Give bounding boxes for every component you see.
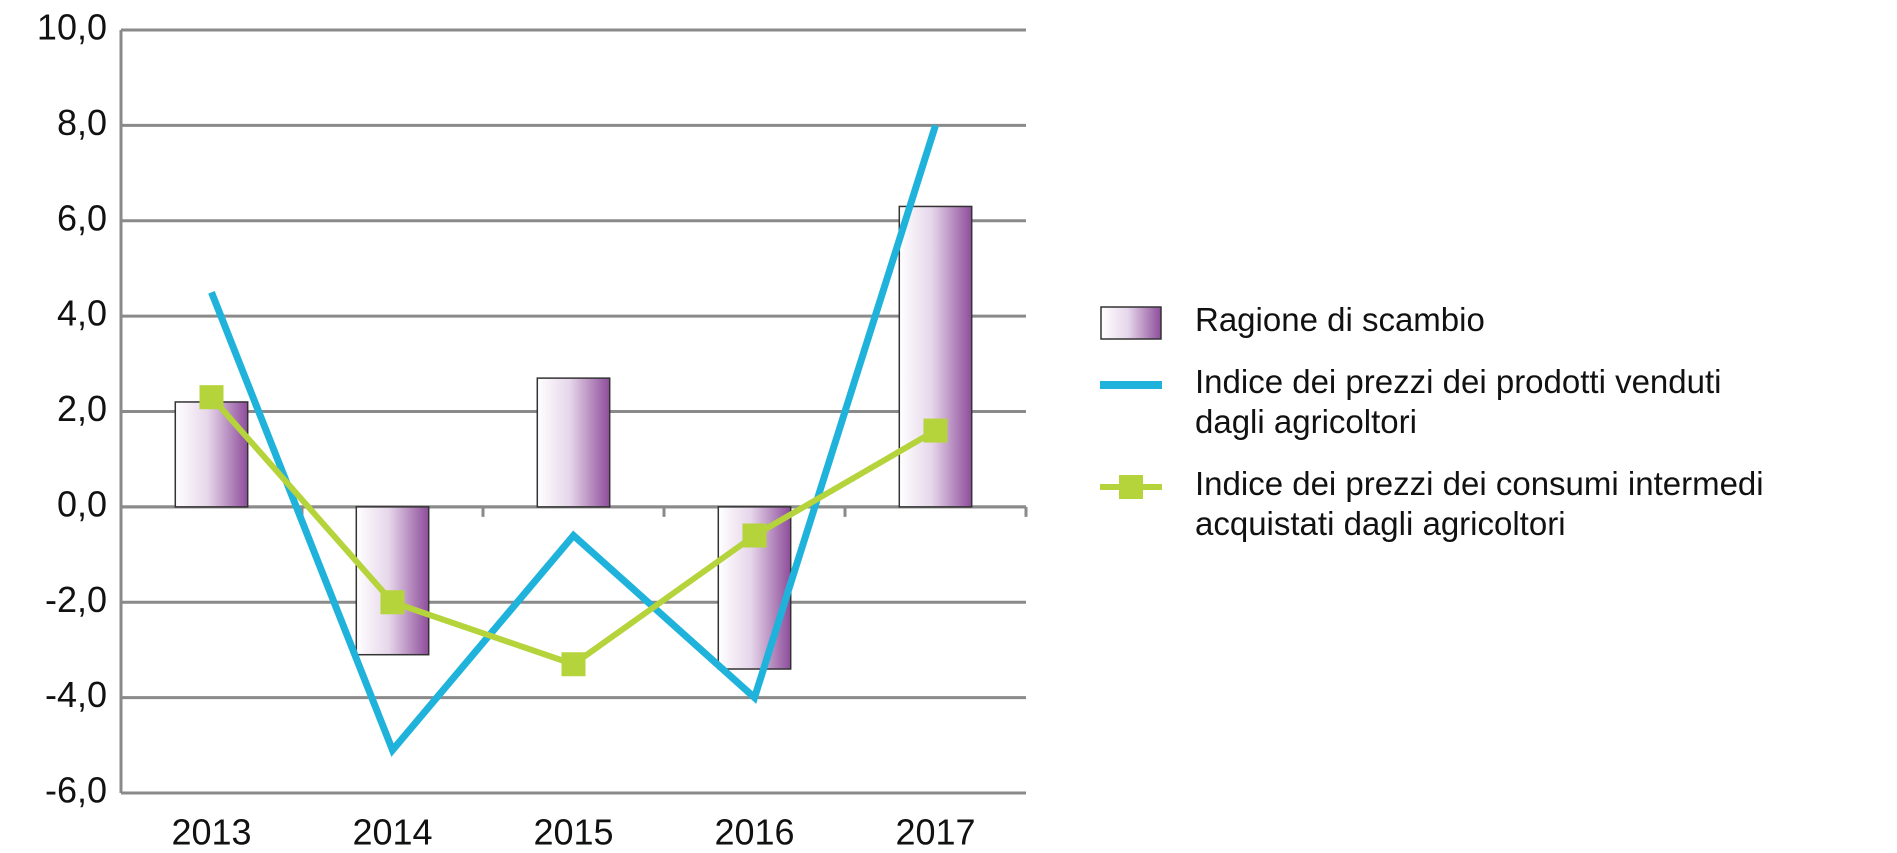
y-tick-label: 8,0 — [57, 102, 107, 143]
line — [208, 124, 939, 757]
marker — [380, 590, 405, 615]
marker — [923, 418, 948, 443]
marker — [742, 523, 767, 548]
legend-symbol — [1100, 306, 1162, 340]
y-tick-label: -6,0 — [45, 770, 107, 811]
legend-label: Ragione di scambio — [1195, 301, 1485, 338]
marker — [561, 652, 586, 677]
x-tick-label: 2017 — [895, 812, 975, 853]
legend-item: Indice dei prezzi dei prodotti venduti d… — [1100, 362, 1795, 442]
y-tick-label: -4,0 — [45, 674, 107, 715]
legend-item: Indice dei prezzi dei consumi intermedi … — [1100, 464, 1795, 544]
x-tick-label: 2015 — [533, 812, 613, 853]
bar — [355, 506, 430, 656]
marker — [199, 385, 224, 410]
x-tick-label: 2014 — [352, 812, 432, 853]
bar — [898, 205, 973, 508]
bar — [174, 401, 249, 508]
bar — [536, 377, 611, 508]
y-tick-label: 10,0 — [37, 7, 107, 48]
legend-symbol — [1100, 381, 1162, 389]
legend-label: Indice dei prezzi dei consumi intermedi … — [1195, 465, 1764, 542]
legend-swatch — [1100, 306, 1162, 340]
legend-marker — [1119, 475, 1143, 499]
y-tick-label: 6,0 — [57, 197, 107, 238]
y-tick-label: 0,0 — [57, 483, 107, 524]
y-tick-label: -2,0 — [45, 579, 107, 620]
x-tick-label: 2013 — [171, 812, 251, 853]
legend-symbol — [1100, 475, 1162, 499]
legend-label: Indice dei prezzi dei prodotti venduti d… — [1195, 363, 1722, 440]
x-tick-label: 2016 — [714, 812, 794, 853]
legend: Ragione di scambio Indice dei prezzi dei … — [1100, 300, 1890, 566]
y-tick-label: 2,0 — [57, 388, 107, 429]
y-tick-label: 4,0 — [57, 293, 107, 334]
legend-item: Ragione di scambio — [1100, 300, 1795, 340]
